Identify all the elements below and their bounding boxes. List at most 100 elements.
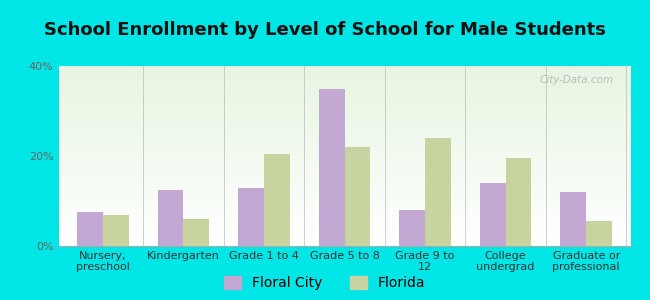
Bar <box>58 66 630 68</box>
Bar <box>58 235 630 237</box>
Bar <box>58 160 630 161</box>
Bar <box>77 212 103 246</box>
Bar <box>58 100 630 102</box>
Bar <box>58 181 630 183</box>
Bar <box>58 201 630 203</box>
Text: City-Data.com: City-Data.com <box>540 75 614 85</box>
Bar <box>58 161 630 163</box>
Bar <box>58 115 630 116</box>
Bar <box>58 158 630 160</box>
Bar <box>157 190 183 246</box>
Bar <box>58 107 630 109</box>
Bar <box>58 230 630 232</box>
Bar <box>58 241 630 242</box>
Bar <box>58 187 630 188</box>
Bar <box>58 228 630 230</box>
Bar <box>58 170 630 172</box>
Text: School Enrollment by Level of School for Male Students: School Enrollment by Level of School for… <box>44 21 606 39</box>
Bar <box>58 125 630 127</box>
Bar <box>58 242 630 244</box>
Bar <box>58 95 630 97</box>
Bar <box>58 124 630 125</box>
Bar <box>58 223 630 224</box>
Bar <box>103 214 129 246</box>
Bar <box>58 169 630 170</box>
Bar <box>58 86 630 88</box>
Bar <box>560 192 586 246</box>
Bar <box>58 232 630 233</box>
Bar <box>58 183 630 185</box>
Bar <box>58 178 630 179</box>
Bar <box>58 120 630 122</box>
Bar <box>58 134 630 136</box>
Bar <box>58 188 630 190</box>
Bar <box>58 129 630 131</box>
Bar <box>58 70 630 71</box>
Bar <box>58 215 630 217</box>
Bar <box>58 84 630 86</box>
Bar <box>58 93 630 95</box>
Bar <box>58 163 630 165</box>
Bar <box>58 149 630 151</box>
Bar <box>58 106 630 107</box>
Bar <box>58 199 630 201</box>
Bar <box>58 167 630 169</box>
Bar <box>58 212 630 214</box>
Bar <box>58 79 630 80</box>
Bar <box>58 97 630 98</box>
Bar <box>58 89 630 91</box>
Bar <box>58 113 630 115</box>
Bar <box>58 127 630 129</box>
Bar <box>58 210 630 212</box>
Bar <box>58 152 630 154</box>
Bar <box>58 73 630 75</box>
Bar <box>58 80 630 82</box>
Bar <box>58 194 630 196</box>
Bar <box>58 109 630 111</box>
Bar <box>58 136 630 138</box>
Bar <box>58 133 630 134</box>
Bar <box>399 210 425 246</box>
Bar <box>58 102 630 104</box>
Bar <box>58 185 630 187</box>
Bar <box>58 221 630 223</box>
Bar <box>58 138 630 140</box>
Bar <box>58 206 630 208</box>
Bar <box>58 192 630 194</box>
Bar <box>58 116 630 118</box>
Bar <box>58 88 630 89</box>
Bar <box>58 172 630 174</box>
Bar <box>58 244 630 246</box>
Bar <box>58 174 630 176</box>
Bar <box>183 219 209 246</box>
Bar <box>58 226 630 228</box>
Bar <box>344 147 370 246</box>
Bar <box>58 217 630 219</box>
Bar <box>264 154 290 246</box>
Bar <box>58 140 630 142</box>
Bar <box>58 224 630 226</box>
Bar <box>58 179 630 181</box>
Bar <box>58 203 630 205</box>
Bar <box>586 221 612 246</box>
Bar <box>238 188 264 246</box>
Bar <box>58 122 630 124</box>
Bar <box>58 91 630 93</box>
Bar <box>58 151 630 152</box>
Bar <box>58 145 630 147</box>
Bar <box>58 196 630 197</box>
Bar <box>58 118 630 120</box>
Bar <box>58 233 630 235</box>
Bar <box>58 197 630 199</box>
Bar <box>58 104 630 106</box>
Bar <box>318 88 344 246</box>
Bar <box>58 154 630 156</box>
Bar <box>58 205 630 206</box>
Bar <box>58 68 630 70</box>
Bar <box>58 165 630 167</box>
Bar <box>425 138 451 246</box>
Bar <box>58 176 630 178</box>
Bar <box>58 237 630 239</box>
Bar <box>58 239 630 241</box>
Bar <box>480 183 506 246</box>
